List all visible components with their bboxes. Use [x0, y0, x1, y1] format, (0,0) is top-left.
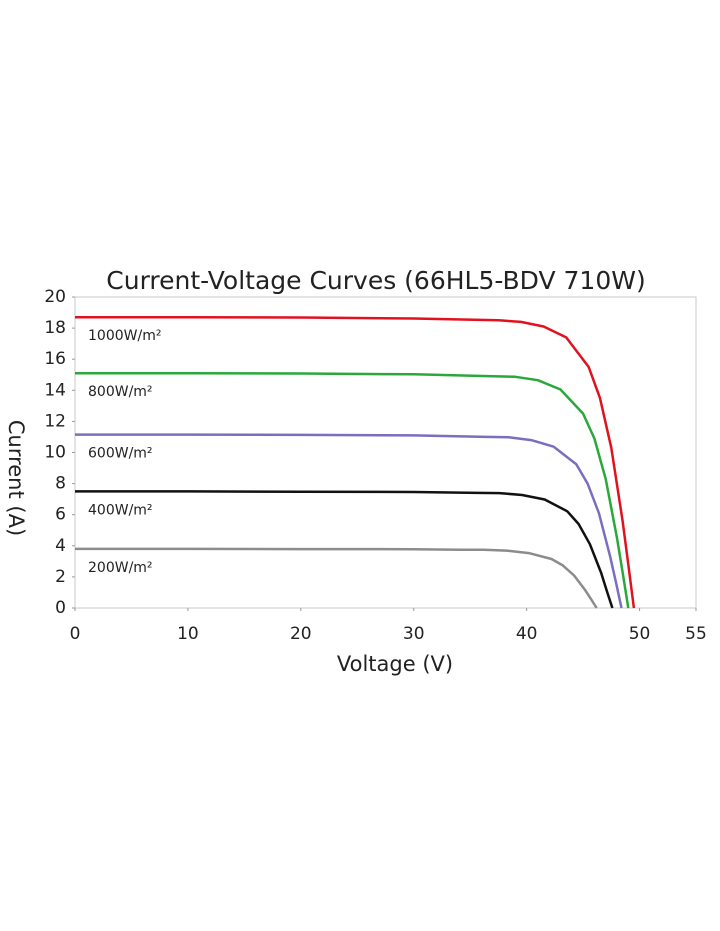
x-tick-label: 40: [516, 624, 538, 644]
curve-label: 800W/m²: [88, 384, 153, 400]
y-tick-label: 16: [44, 349, 66, 369]
curve-label: 200W/m²: [88, 560, 153, 576]
x-tick-label: 20: [290, 624, 312, 644]
curve-label: 600W/m²: [88, 446, 153, 462]
curve-label: 1000W/m²: [88, 328, 161, 344]
iv-curve: [75, 433, 623, 609]
x-tick-label: 50: [629, 624, 651, 644]
iv-curve: [75, 371, 630, 609]
x-tick-label: 10: [177, 624, 199, 644]
plot-frame: [74, 296, 697, 609]
chart-title: Current-Voltage Curves (66HL5-BDV 710W): [106, 266, 645, 295]
y-tick-label: 6: [55, 505, 66, 525]
y-tick-label: 8: [55, 474, 66, 494]
iv-curve: [75, 547, 598, 609]
x-tick-label: 55: [685, 624, 707, 644]
y-tick-label: 2: [55, 567, 66, 587]
curve-label: 400W/m²: [88, 502, 153, 518]
x-axis-label: Voltage (V): [337, 652, 453, 676]
y-tick-label: 18: [44, 318, 66, 338]
x-tick-label: 0: [70, 624, 81, 644]
iv-curve: [75, 315, 636, 609]
y-tick-label: 20: [44, 287, 66, 307]
y-tick-label: 14: [44, 380, 66, 400]
y-tick-label: 4: [55, 536, 66, 556]
x-tick-label: 30: [403, 624, 425, 644]
y-axis-label: Current (A): [4, 420, 28, 536]
y-tick-label: 10: [44, 443, 66, 463]
y-tick-label: 12: [44, 411, 66, 431]
iv-curve: [75, 490, 614, 609]
y-tick-label: 0: [55, 598, 66, 618]
